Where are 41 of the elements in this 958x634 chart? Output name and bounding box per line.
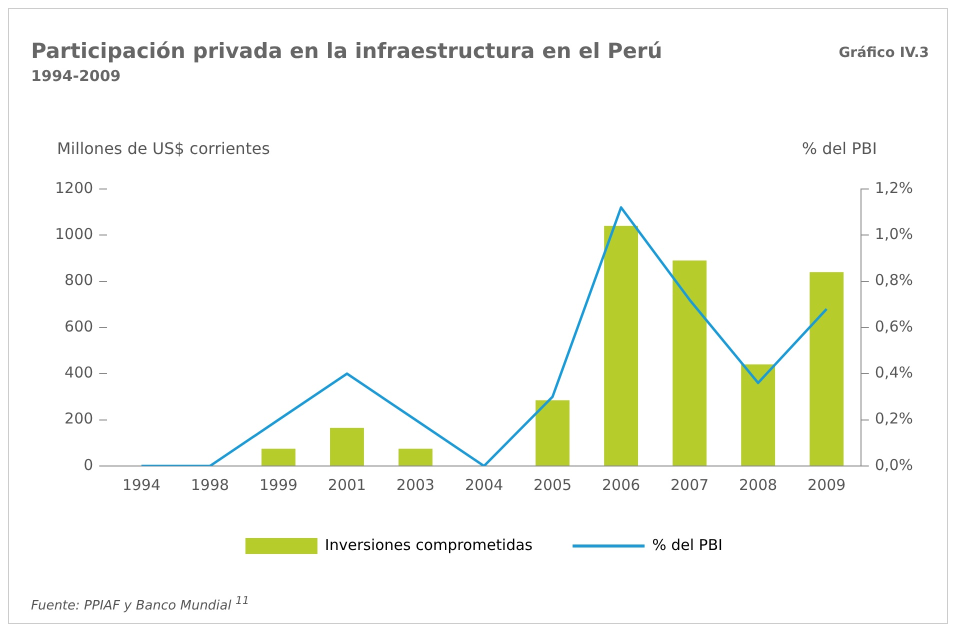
x-tick-label: 2007 [670,476,709,494]
bar [262,448,296,466]
bar [604,226,638,466]
y2-tick-label: 0,4% [874,364,913,382]
x-tick-label: 2003 [396,476,435,494]
y-tick-label: 0 [84,456,94,474]
x-tick-label: 2005 [533,476,572,494]
x-tick-label: 2006 [602,476,640,494]
bar [536,400,570,466]
chart-title: Participación privada en la infraestructura en el Perú [31,39,662,63]
y-tick-label: 1000 [54,225,94,244]
x-tick-label: 2004 [464,476,504,494]
legend-label: Inversiones comprometidas [324,536,533,554]
y-tick-label: 1200 [54,178,94,197]
x-tick-label: 1994 [122,476,161,494]
bar [741,364,776,466]
y-tick-label: 400 [64,364,94,382]
bar [672,260,707,466]
x-tick-label: 1999 [259,476,298,494]
bar [810,272,844,466]
x-tick-label: 2001 [328,476,366,494]
y-axis-title: Millones de US$ corrientes [57,139,270,158]
y2-tick-label: 1,2% [874,178,913,197]
chart-subtitle: 1994-2009 [31,67,121,85]
legend-label: % del PBI [652,536,723,554]
bar [330,428,364,466]
y2-tick-label: 0,8% [874,271,913,290]
y2-tick-label: 0,6% [874,317,913,336]
text: Gráfico IV.3 [838,45,929,61]
y2-tick-label: 0,0% [874,456,913,474]
bar [398,448,432,466]
y2-tick-label: 1,0% [874,225,913,244]
y-tick-label: 600 [64,317,94,336]
x-tick-label: 2008 [739,476,778,494]
y-tick-label: 800 [64,271,94,290]
y-tick-label: 200 [64,410,94,428]
source-note: Fuente: PPIAF y Banco Mundial $^{11}$ [31,594,250,614]
y2-axis-title: % del PBI [802,139,877,158]
y2-tick-label: 0,2% [874,410,913,428]
x-tick-label: 2009 [808,476,846,494]
x-tick-label: 1998 [190,476,230,494]
